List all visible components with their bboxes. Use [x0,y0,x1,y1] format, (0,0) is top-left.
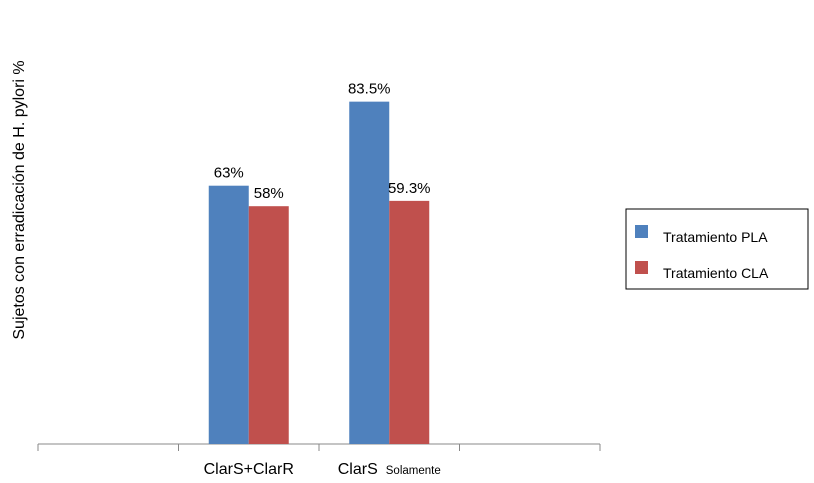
bars [208,101,430,445]
data-label: 58% [254,185,284,202]
legend-swatch [635,225,648,238]
plot-area: 63% 58% 83.5% 59.3% ClarS+ClarR ClarS Solamen… [37,81,601,478]
data-label: 83.5% [348,81,391,98]
legend-label: Tratamiento PLA [663,229,768,245]
bar [208,185,249,444]
bar [248,206,289,444]
x-axis-tick-labels: ClarS+ClarR ClarS Solamente [204,461,441,478]
data-label: 63% [214,165,244,182]
legend-label: Tratamiento CLA [663,265,769,281]
x-tick-label: ClarS+ClarR [204,461,294,478]
bar [349,101,390,445]
legend-box [625,208,809,290]
data-labels: 63% 58% 83.5% 59.3% [214,81,431,203]
x-axis-ticks [37,444,601,451]
x-tick-label: ClarS Solamente [338,461,441,478]
bar [389,200,430,444]
legend-swatch [635,261,648,274]
data-label: 59.3% [388,180,431,197]
y-axis-title: Sujetos con erradicación de H. pylori % [11,60,28,339]
legend: Tratamiento PLA Tratamiento CLA [625,208,809,290]
